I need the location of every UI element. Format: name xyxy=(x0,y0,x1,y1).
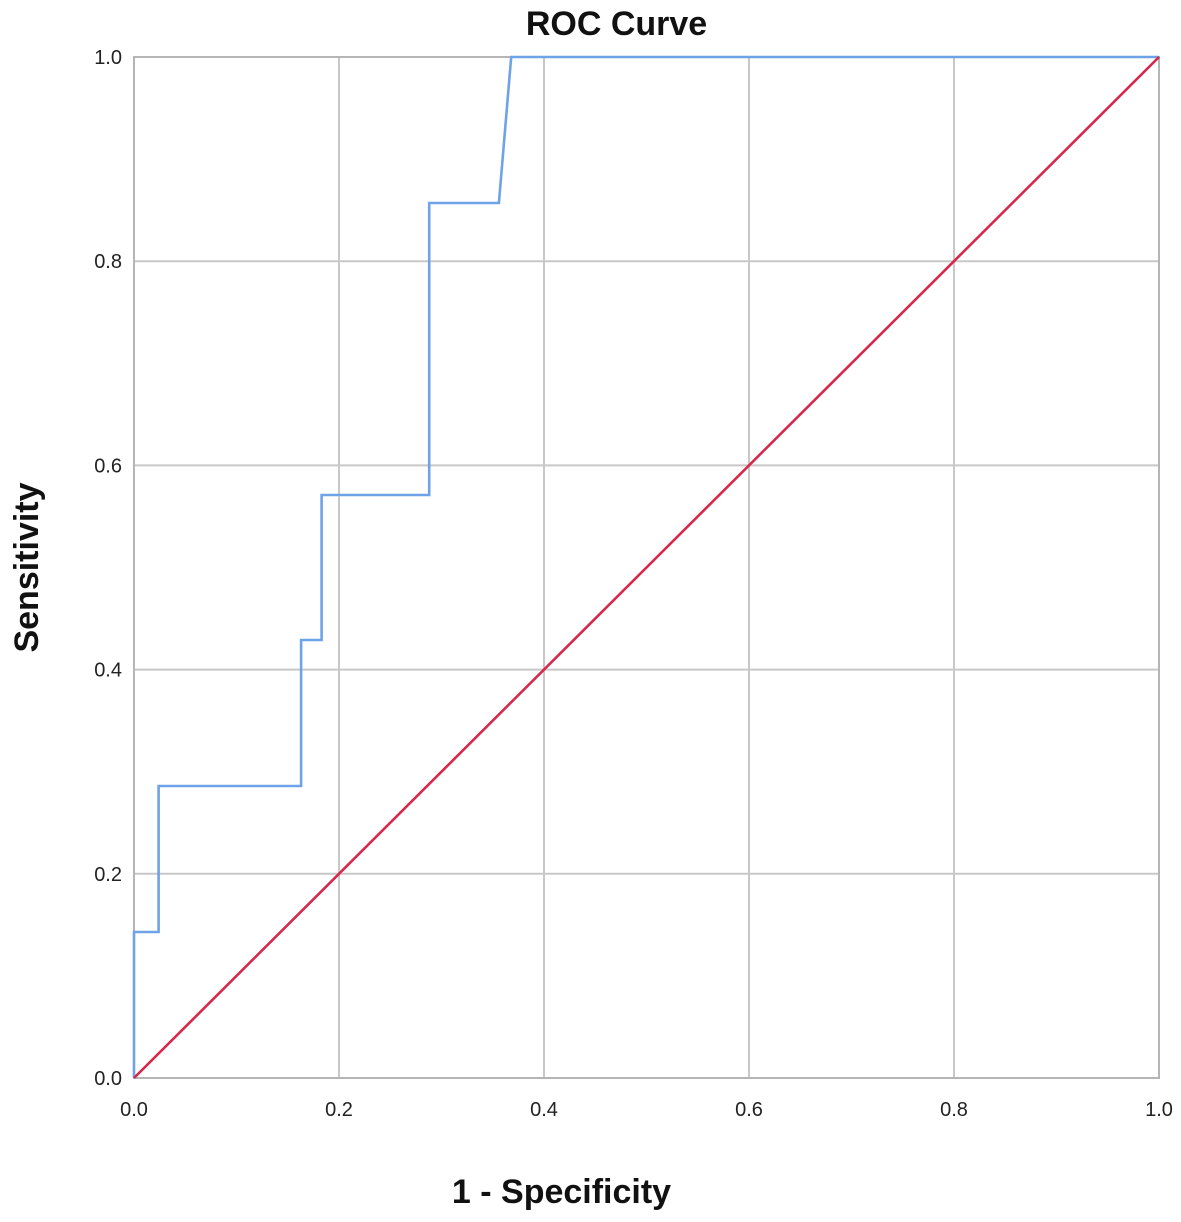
y-tick-label: 0.2 xyxy=(94,864,122,886)
y-tick-label: 0.4 xyxy=(94,660,122,682)
tick-labels: 0.0 0.2 0.4 0.6 0.8 1.0 0.0 0.2 0.4 0.6 0.8 1.0 xyxy=(94,47,1173,1121)
reference-diagonal-line xyxy=(133,56,1160,1079)
x-tick-label: 0.8 xyxy=(940,1099,968,1121)
x-tick-label: 0.6 xyxy=(735,1099,763,1121)
y-tick-label: 1.0 xyxy=(94,47,122,69)
y-tick-label: 0.8 xyxy=(94,251,122,273)
x-tick-label: 0.0 xyxy=(120,1099,148,1121)
grid xyxy=(133,56,1160,1079)
x-tick-label: 0.4 xyxy=(530,1099,558,1121)
series-layer xyxy=(132,55,1160,1079)
y-axis-title: Sensitivity xyxy=(8,482,46,652)
x-axis-title: 1 - Specificity xyxy=(452,1173,671,1211)
roc-curve-line xyxy=(132,55,1159,1078)
y-tick-label: 0.0 xyxy=(94,1068,122,1090)
x-tick-label: 1.0 xyxy=(1145,1099,1173,1121)
x-tick-label: 0.2 xyxy=(325,1099,353,1121)
chart-title: ROC Curve xyxy=(526,5,707,43)
y-tick-label: 0.6 xyxy=(94,455,122,477)
